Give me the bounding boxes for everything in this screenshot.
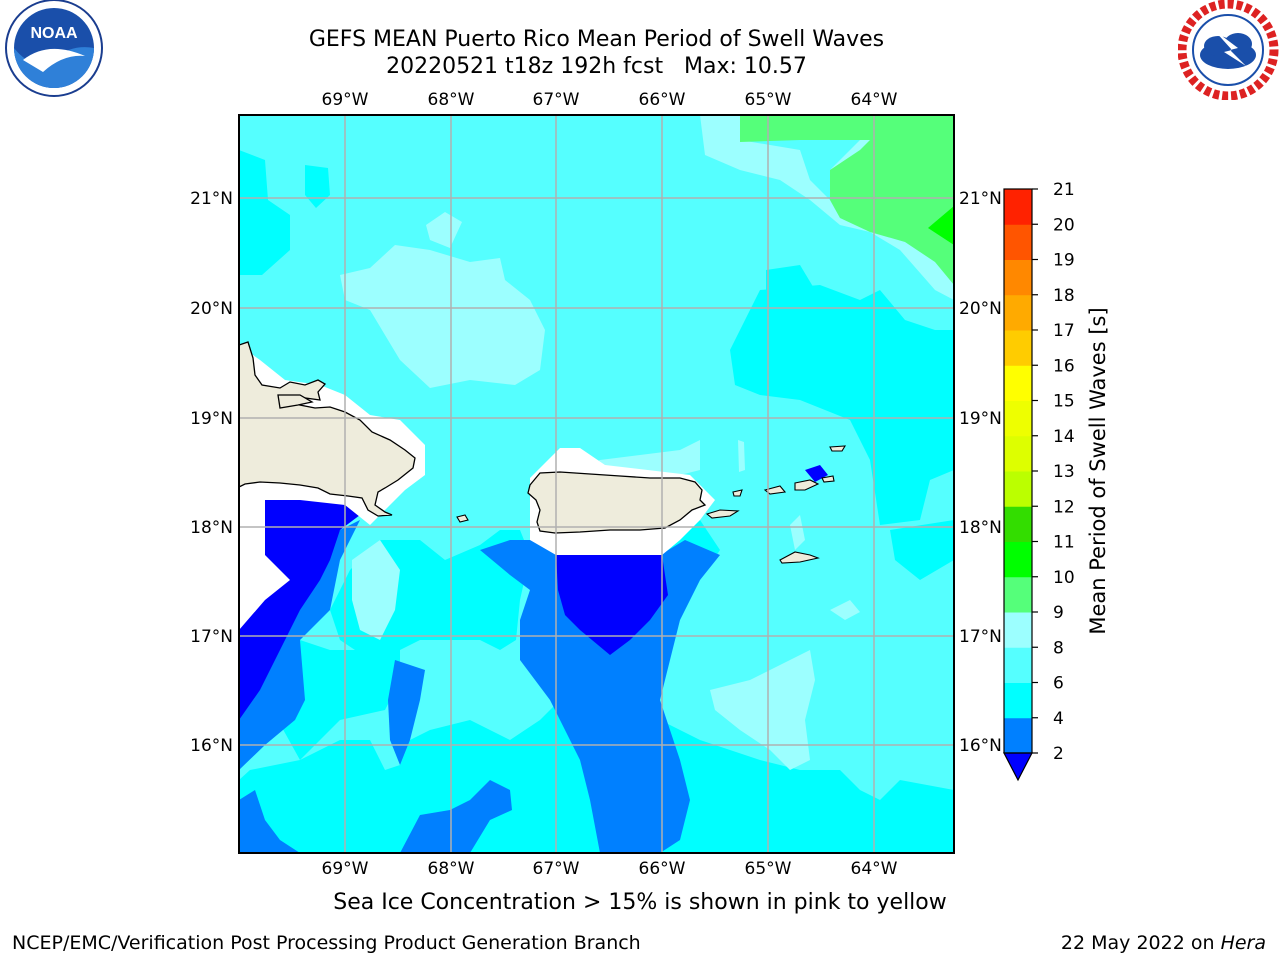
chart-subtitle-date-max: 20220521 t18z 192h fcst Max: 10.57 [386,54,807,79]
lon-label-top: 65°W [745,90,792,110]
footer-date-text: 22 May 2022 on [1060,932,1221,954]
colorbar-tick-label: 2 [1053,744,1064,764]
lat-label-right: 21°N [959,189,1002,209]
colorbar-band [1004,224,1032,260]
colorbar-band [1004,471,1032,507]
colorbar-band [1004,189,1032,225]
colorbar-band [1004,717,1032,754]
lon-label-top: 69°W [322,90,369,110]
lat-label-left: 18°N [190,518,233,538]
colorbar-tick-label: 9 [1053,603,1064,623]
lat-label-left: 16°N [190,736,233,756]
lat-label-left: 17°N [190,627,233,647]
lon-label-bottom: 66°W [639,859,686,879]
lat-label-right: 17°N [959,627,1002,647]
colorbar-band [1004,647,1032,683]
colorbar-tick-label: 11 [1053,533,1075,553]
lat-label-left: 21°N [190,189,233,209]
map-frame [238,114,955,854]
noaa-logo: NOAA [5,0,103,97]
lon-label-bottom: 67°W [533,859,580,879]
lon-label-bottom: 68°W [428,859,475,879]
map-contours [239,115,954,853]
lon-label-bottom: 69°W [322,859,369,879]
lon-label-top: 66°W [639,90,686,110]
colorbar-tick-label: 20 [1053,215,1075,235]
footer-producer: NCEP/EMC/Verification Post Processing Pr… [12,932,641,954]
colorbar-band [1004,435,1032,472]
lat-label-left: 19°N [190,409,233,429]
colorbar-tick-label: 15 [1053,392,1075,412]
colorbar-tick-label: 16 [1053,356,1075,376]
lon-label-top: 64°W [851,90,898,110]
footer-machine: Hera [1220,932,1266,954]
colorbar-band [1004,400,1032,437]
colorbar-tick-label: 12 [1053,497,1075,517]
noaa-logo-text: NOAA [30,25,78,42]
lat-label-left: 20°N [190,299,233,319]
colorbar-band [1004,294,1032,331]
lon-label-top: 68°W [428,90,475,110]
colorbar-tick-label: 13 [1053,462,1075,482]
sea-ice-note: Sea Ice Concentration > 15% is shown in … [333,890,947,915]
colorbar-tick-label: 10 [1053,568,1075,588]
lon-label-bottom: 64°W [851,859,898,879]
nws-logo [1178,0,1279,100]
colorbar-under-triangle [1003,752,1033,782]
colorbar-tick-label: 14 [1053,427,1075,447]
colorbar: 2 4 6 8 9 10 11 12 13 14 15 16 17 18 19 20 21 Mean Period… [1003,180,1110,782]
chart-title: GEFS MEAN Puerto Rico Mean Period of Swe… [308,27,885,52]
lon-label-top: 67°W [533,90,580,110]
lat-label-right: 19°N [959,409,1002,429]
colorbar-tick-label: 17 [1053,321,1075,341]
lon-label-bottom: 65°W [745,859,792,879]
lat-label-right: 18°N [959,518,1002,538]
colorbar-tick-label: 6 [1053,674,1064,694]
colorbar-tick-label: 4 [1053,709,1064,729]
colorbar-band [1004,259,1032,296]
lat-label-right: 16°N [959,736,1002,756]
colorbar-band [1004,365,1032,401]
map-gridlines [239,115,954,853]
colorbar-band [1004,576,1032,613]
colorbar-tick-label: 18 [1053,286,1075,306]
colorbar-band [1004,541,1032,578]
colorbar-band [1004,330,1032,366]
colorbar-band [1004,682,1032,719]
colorbar-label: Mean Period of Swell Waves [s] [1086,307,1110,634]
colorbar-tick-label: 21 [1053,180,1075,200]
colorbar-tick-label: 8 [1053,638,1064,658]
lat-label-right: 20°N [959,299,1002,319]
colorbar-tick-label: 19 [1053,251,1075,271]
footer-date: 22 May 2022 on Hera [1061,932,1266,954]
colorbar-band [1004,612,1032,648]
colorbar-band [1004,506,1032,542]
